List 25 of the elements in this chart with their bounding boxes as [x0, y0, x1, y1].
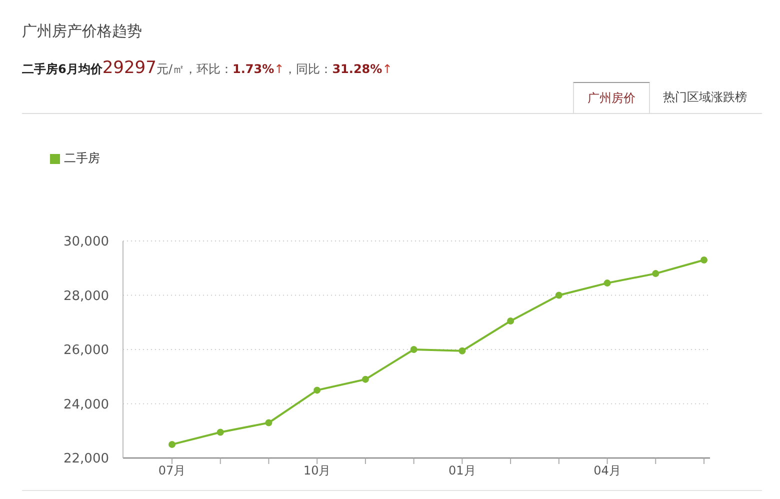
point	[216, 428, 224, 436]
point	[410, 346, 418, 353]
y-tick-label: 22,000	[64, 452, 109, 467]
x-tick-label: 01月	[448, 464, 476, 478]
point	[362, 376, 369, 383]
y-tick-label: 30,000	[64, 234, 109, 250]
point	[652, 270, 660, 278]
text: 二手房6月均价29297元/㎡，环比：1.73%↑，同比：31.28%↑	[22, 58, 392, 78]
y-tick-label: 24,000	[64, 397, 109, 412]
chart-title: 广州房产价格趋势	[22, 22, 142, 41]
point	[555, 292, 562, 299]
point	[604, 280, 611, 287]
legend-label: 二手房	[64, 151, 100, 165]
y-tick-label: 26,000	[64, 343, 109, 358]
point	[314, 386, 321, 394]
tab: 广州房价	[573, 82, 650, 113]
point	[507, 318, 514, 325]
point	[458, 347, 466, 354]
x-tick-label: 10月	[303, 464, 331, 478]
point	[168, 440, 176, 448]
y-tick-label: 28,000	[64, 288, 109, 304]
x-tick-label: 07月	[158, 464, 186, 478]
x-tick-label: 04月	[594, 464, 621, 478]
point	[265, 419, 272, 426]
point	[700, 256, 708, 264]
